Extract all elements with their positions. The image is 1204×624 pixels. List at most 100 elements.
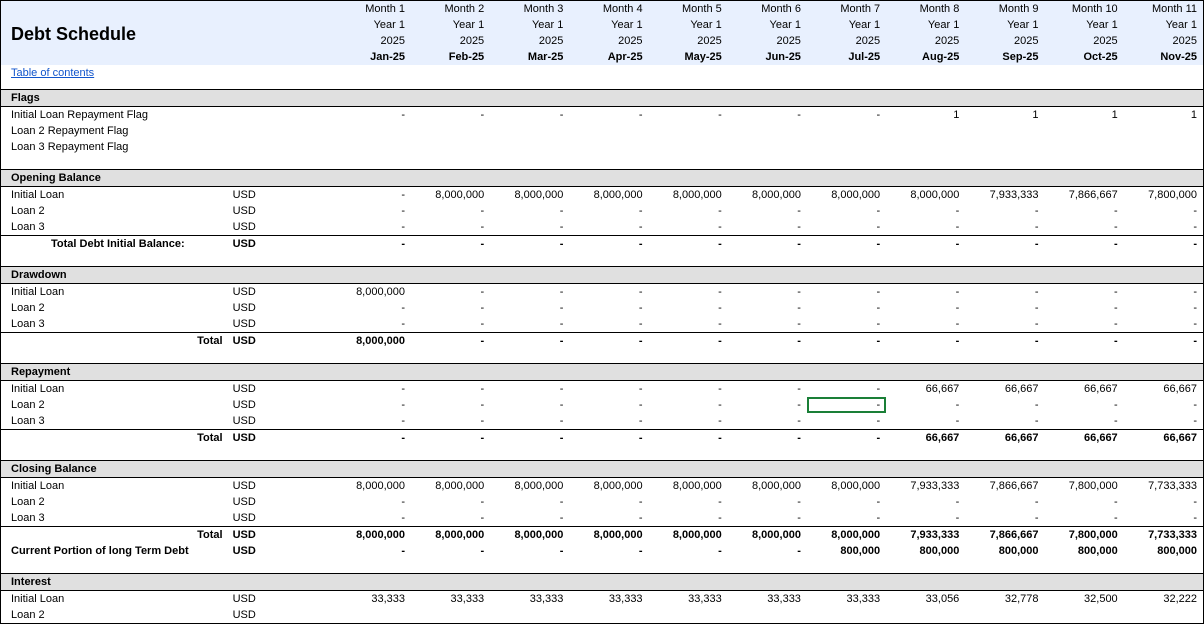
data-cell[interactable]: 8,000,000 — [332, 284, 411, 301]
data-cell[interactable]: - — [490, 510, 569, 527]
data-cell[interactable]: 8,000,000 — [332, 527, 411, 544]
data-cell[interactable] — [965, 123, 1044, 139]
data-cell[interactable]: - — [1124, 236, 1203, 253]
data-cell[interactable]: - — [332, 187, 411, 204]
data-cell[interactable]: 8,000,000 — [728, 527, 807, 544]
data-cell[interactable] — [1045, 123, 1124, 139]
data-cell[interactable]: - — [569, 300, 648, 316]
data-cell[interactable]: - — [490, 203, 569, 219]
data-cell[interactable]: 7,733,333 — [1124, 478, 1203, 495]
data-cell[interactable]: 32,500 — [1045, 591, 1124, 608]
data-cell[interactable]: - — [569, 107, 648, 124]
data-cell[interactable]: - — [569, 219, 648, 236]
data-cell[interactable]: - — [807, 316, 886, 333]
data-cell[interactable]: - — [411, 381, 490, 398]
data-cell[interactable] — [807, 607, 886, 623]
data-cell[interactable] — [411, 123, 490, 139]
data-cell[interactable] — [569, 607, 648, 623]
data-cell[interactable]: - — [807, 397, 886, 413]
data-cell[interactable]: - — [1124, 494, 1203, 510]
data-cell[interactable]: 8,000,000 — [411, 187, 490, 204]
data-cell[interactable]: 66,667 — [965, 430, 1044, 447]
data-cell[interactable]: - — [807, 300, 886, 316]
data-cell[interactable]: - — [490, 316, 569, 333]
data-cell[interactable]: - — [1045, 236, 1124, 253]
data-cell[interactable]: - — [490, 430, 569, 447]
data-cell[interactable]: 8,000,000 — [490, 527, 569, 544]
data-cell[interactable]: - — [807, 107, 886, 124]
data-cell[interactable]: 800,000 — [965, 543, 1044, 559]
data-cell[interactable]: - — [886, 236, 965, 253]
data-cell[interactable]: 7,933,333 — [965, 187, 1044, 204]
data-cell[interactable]: - — [569, 510, 648, 527]
data-cell[interactable]: 7,866,667 — [965, 478, 1044, 495]
data-cell[interactable] — [569, 139, 648, 155]
data-cell[interactable]: - — [569, 203, 648, 219]
data-cell[interactable]: - — [728, 413, 807, 430]
data-cell[interactable]: - — [807, 510, 886, 527]
data-cell[interactable]: - — [490, 107, 569, 124]
data-cell[interactable]: 1 — [965, 107, 1044, 124]
data-cell[interactable]: - — [649, 381, 728, 398]
data-cell[interactable]: - — [886, 510, 965, 527]
data-cell[interactable]: - — [411, 300, 490, 316]
data-cell[interactable]: - — [411, 397, 490, 413]
data-cell[interactable]: 8,000,000 — [411, 478, 490, 495]
data-cell[interactable]: - — [1124, 397, 1203, 413]
data-cell[interactable]: - — [569, 430, 648, 447]
data-cell[interactable]: - — [728, 236, 807, 253]
data-cell[interactable]: 8,000,000 — [569, 187, 648, 204]
data-cell[interactable]: - — [1124, 284, 1203, 301]
data-cell[interactable]: - — [332, 203, 411, 219]
data-cell[interactable]: - — [965, 219, 1044, 236]
data-cell[interactable]: - — [411, 236, 490, 253]
data-cell[interactable]: - — [332, 316, 411, 333]
data-cell[interactable] — [649, 607, 728, 623]
data-cell[interactable]: 8,000,000 — [728, 187, 807, 204]
data-cell[interactable]: 66,667 — [965, 381, 1044, 398]
data-cell[interactable]: - — [728, 510, 807, 527]
data-cell[interactable]: 32,778 — [965, 591, 1044, 608]
data-cell[interactable]: 7,933,333 — [886, 527, 965, 544]
data-cell[interactable]: - — [569, 494, 648, 510]
data-cell[interactable]: - — [569, 397, 648, 413]
data-cell[interactable]: - — [728, 284, 807, 301]
data-cell[interactable]: - — [1124, 510, 1203, 527]
data-cell[interactable]: - — [965, 413, 1044, 430]
data-cell[interactable]: - — [411, 107, 490, 124]
data-cell[interactable]: - — [728, 494, 807, 510]
data-cell[interactable]: - — [1045, 219, 1124, 236]
data-cell[interactable]: 800,000 — [886, 543, 965, 559]
data-cell[interactable]: 1 — [886, 107, 965, 124]
data-cell[interactable]: - — [649, 203, 728, 219]
data-cell[interactable]: - — [728, 300, 807, 316]
data-cell[interactable]: 66,667 — [886, 430, 965, 447]
data-cell[interactable]: - — [490, 413, 569, 430]
data-cell[interactable]: 8,000,000 — [332, 333, 411, 350]
data-cell[interactable]: 1 — [1045, 107, 1124, 124]
data-cell[interactable] — [1124, 607, 1203, 623]
data-cell[interactable]: - — [1124, 316, 1203, 333]
data-cell[interactable]: - — [649, 510, 728, 527]
data-cell[interactable]: 66,667 — [886, 381, 965, 398]
data-cell[interactable]: 7,800,000 — [1045, 478, 1124, 495]
data-cell[interactable]: 8,000,000 — [490, 187, 569, 204]
data-cell[interactable]: - — [1124, 333, 1203, 350]
data-cell[interactable]: - — [965, 510, 1044, 527]
data-cell[interactable] — [1045, 139, 1124, 155]
data-cell[interactable]: - — [807, 219, 886, 236]
data-cell[interactable]: - — [965, 397, 1044, 413]
data-cell[interactable] — [965, 139, 1044, 155]
data-cell[interactable]: - — [649, 430, 728, 447]
data-cell[interactable]: 8,000,000 — [886, 187, 965, 204]
data-cell[interactable]: - — [490, 284, 569, 301]
data-cell[interactable]: - — [411, 510, 490, 527]
data-cell[interactable] — [886, 607, 965, 623]
data-cell[interactable]: - — [728, 381, 807, 398]
data-cell[interactable]: 66,667 — [1045, 430, 1124, 447]
data-cell[interactable]: - — [411, 316, 490, 333]
data-cell[interactable]: - — [490, 543, 569, 559]
data-cell[interactable]: - — [807, 430, 886, 447]
data-cell[interactable]: - — [965, 333, 1044, 350]
data-cell[interactable] — [728, 123, 807, 139]
